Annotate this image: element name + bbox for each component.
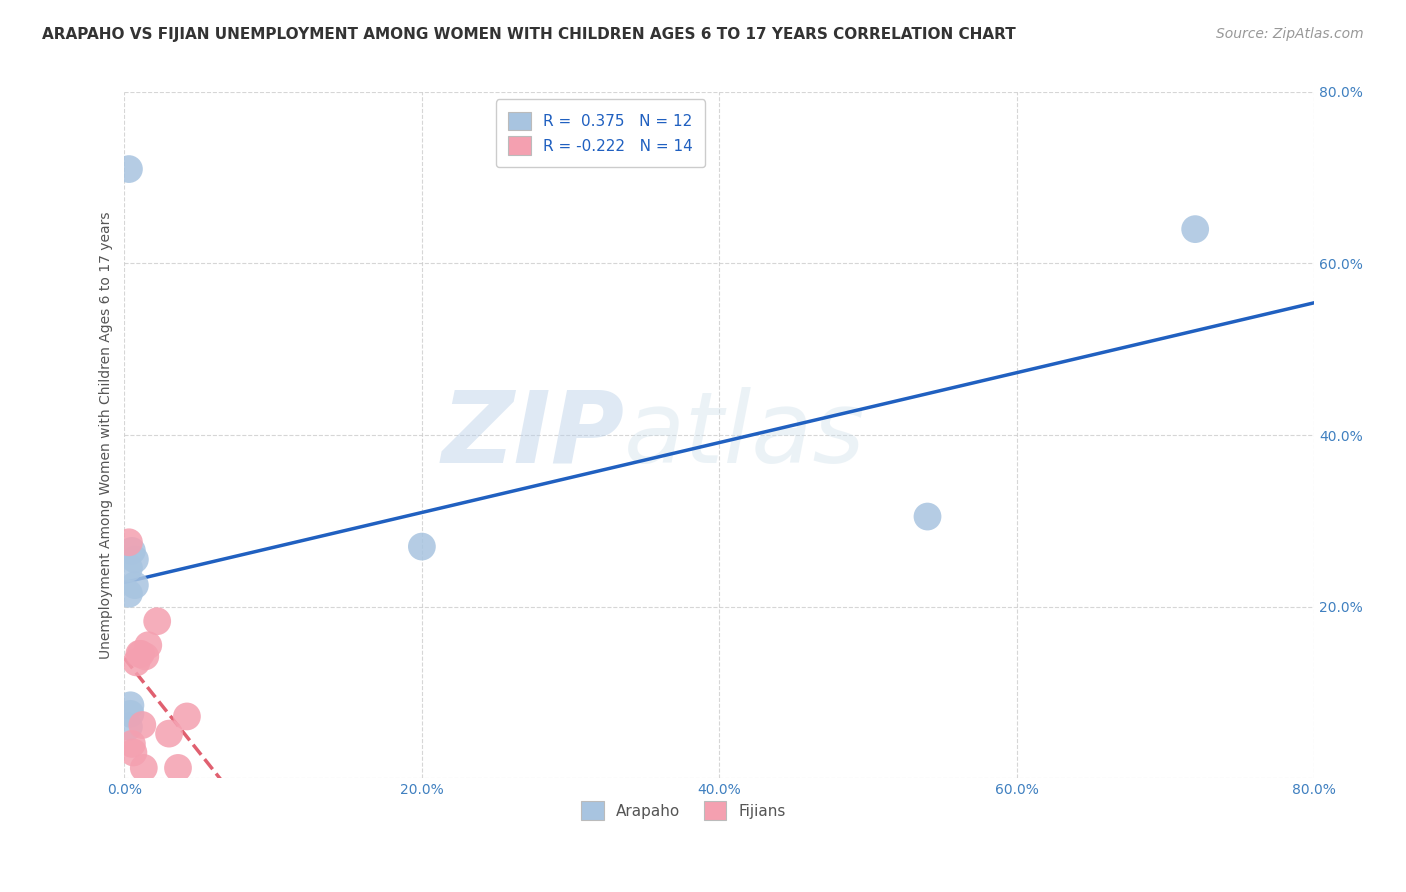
Point [124,578,146,592]
Point [1184,222,1206,236]
Legend: Arapaho, Fijians: Arapaho, Fijians [569,789,799,832]
Point [118,720,141,734]
Text: Source: ZipAtlas.com: Source: ZipAtlas.com [1216,27,1364,41]
Y-axis label: Unemployment Among Women with Children Ages 6 to 17 years: Unemployment Among Women with Children A… [100,211,114,659]
Point [132,761,155,775]
Text: atlas: atlas [624,386,866,483]
Point [917,509,939,524]
Text: ZIP: ZIP [441,386,624,483]
Point [121,544,143,558]
Point [167,761,190,775]
Point [120,698,142,713]
Point [131,718,153,732]
Point [411,540,433,554]
Point [146,614,169,628]
Point [157,726,180,740]
Point [176,709,198,723]
Point [118,561,141,575]
Point [124,552,146,566]
Point [128,647,150,661]
Point [118,162,141,177]
Point [125,656,148,670]
Point [134,649,156,664]
Text: ARAPAHO VS FIJIAN UNEMPLOYMENT AMONG WOMEN WITH CHILDREN AGES 6 TO 17 YEARS CORR: ARAPAHO VS FIJIAN UNEMPLOYMENT AMONG WOM… [42,27,1017,42]
Point [129,647,152,661]
Point [120,706,142,721]
Point [118,587,141,601]
Point [122,746,145,760]
Point [121,737,143,751]
Point [136,638,159,652]
Point [118,535,141,549]
